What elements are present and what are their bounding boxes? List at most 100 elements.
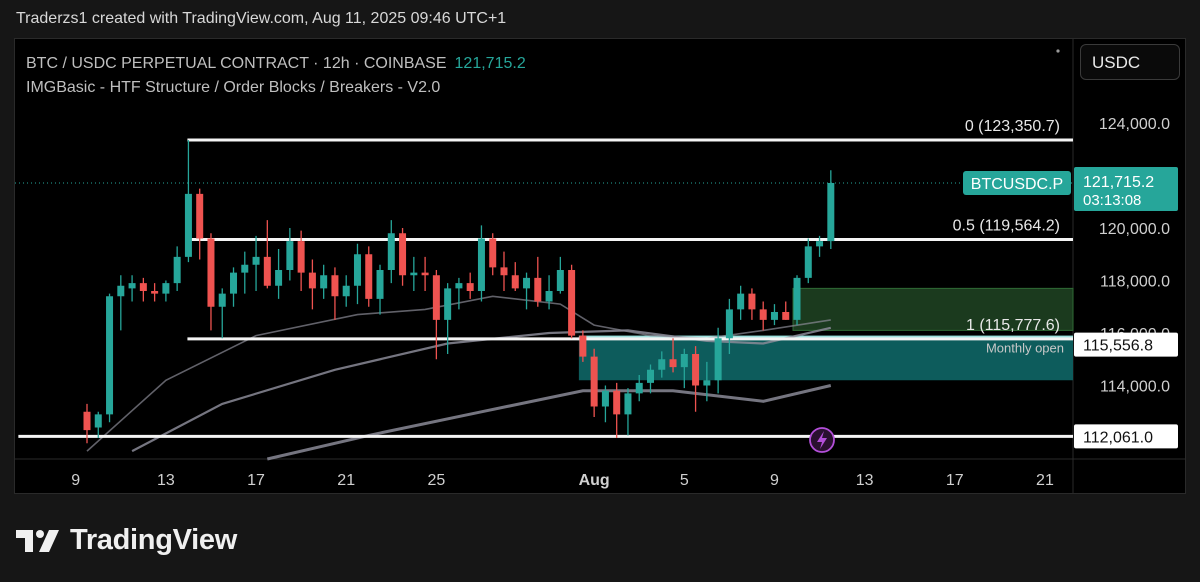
candle-body xyxy=(353,254,361,286)
candle-body xyxy=(241,264,249,273)
candle-body xyxy=(635,382,643,394)
tradingview-logo-icon xyxy=(16,529,59,552)
candle-body xyxy=(601,390,609,407)
candle-body xyxy=(275,270,283,286)
candle-body xyxy=(658,359,666,370)
candle-body xyxy=(207,238,215,307)
candle-body xyxy=(297,241,305,273)
symbol-legend: BTC / USDC PERPETUAL CONTRACT · 12h · CO… xyxy=(26,55,526,73)
candle-body xyxy=(511,275,519,289)
candle-body xyxy=(477,238,485,291)
candle-body xyxy=(770,312,778,320)
candle-body xyxy=(83,411,91,431)
candle-body xyxy=(827,182,835,242)
symbol-tag-label: BTCUSDC.P xyxy=(971,176,1063,193)
candle-body xyxy=(500,267,508,276)
symbol-title: BTC / USDC PERPETUAL CONTRACT · 12h · CO… xyxy=(26,55,447,72)
candle-body xyxy=(680,354,688,368)
candle-body xyxy=(331,275,339,297)
candle-body xyxy=(399,233,407,276)
fib-level-label: 1 (115,777.6) xyxy=(966,317,1060,334)
candle-body xyxy=(196,193,204,239)
brand-name: TradingView xyxy=(70,524,237,556)
candle-body xyxy=(556,270,564,291)
candle-body xyxy=(444,288,452,320)
candle-body xyxy=(410,272,418,276)
candle-body xyxy=(545,291,553,302)
candle-body xyxy=(647,369,654,383)
x-tick-label: Aug xyxy=(579,472,610,489)
candle-body xyxy=(162,283,170,294)
tradingview-brand: TradingView xyxy=(16,524,237,557)
indicator-legend: IMGBasic - HTF Structure / Order Blocks … xyxy=(26,79,441,96)
y-tick-label: 120,000.0 xyxy=(1099,221,1170,238)
x-tick-label: 13 xyxy=(157,472,175,489)
candle-body xyxy=(568,270,576,336)
moving-average-line xyxy=(131,326,832,453)
y-tick-label: 118,000.0 xyxy=(1100,274,1170,291)
last-price-tag-label: 121,715.2 xyxy=(1083,174,1154,191)
candle-body xyxy=(455,283,463,289)
candle-body xyxy=(432,275,440,320)
candle-body xyxy=(534,277,542,302)
currency-button[interactable]: USDC xyxy=(1080,44,1180,80)
candle-body xyxy=(387,233,395,270)
candle-body xyxy=(759,309,767,320)
candle-body xyxy=(151,291,159,294)
candle-body xyxy=(466,283,474,291)
candle-body xyxy=(376,270,384,299)
candle-body xyxy=(106,296,114,415)
candle-body xyxy=(782,312,790,320)
x-tick-label: 17 xyxy=(946,472,964,489)
candle-body xyxy=(252,256,260,265)
x-tick-label: 13 xyxy=(856,472,874,489)
level-price-tag-bg xyxy=(1074,332,1178,357)
candle-body xyxy=(523,277,531,289)
x-tick-label: 9 xyxy=(71,472,80,489)
candle-body xyxy=(230,272,238,294)
candle-body xyxy=(613,390,621,415)
candle-body xyxy=(94,414,102,428)
candle-body xyxy=(816,241,824,247)
level-price-tag-label: 115,556.8 xyxy=(1083,338,1153,355)
candle-body xyxy=(579,335,587,357)
candle-body xyxy=(489,238,497,268)
header-caption: Traderzs1 created with TradingView.com, … xyxy=(16,10,507,27)
lightning-bolt-icon xyxy=(817,431,827,449)
candle-body xyxy=(737,293,745,310)
candle-body xyxy=(218,293,226,307)
x-tick-label: 9 xyxy=(770,472,779,489)
x-tick-label: 5 xyxy=(680,472,689,489)
candle-body xyxy=(703,380,711,386)
candle-body xyxy=(184,193,192,257)
candle-body xyxy=(128,283,136,289)
countdown-label: 03:13:08 xyxy=(1083,192,1141,209)
candle-body xyxy=(714,338,722,381)
candle-body xyxy=(173,256,181,284)
candle-body xyxy=(692,354,700,386)
moving-average-line xyxy=(266,384,832,461)
chart-dot-marker xyxy=(1056,49,1060,53)
candle-body xyxy=(793,277,801,320)
candle-body xyxy=(624,393,632,415)
candle-body xyxy=(320,275,328,289)
level-price-tag-label: 112,061.0 xyxy=(1083,429,1153,446)
candle-body xyxy=(342,285,350,297)
monthly-open-label: Monthly open xyxy=(986,340,1064,355)
y-tick-label: 114,000.0 xyxy=(1100,379,1170,396)
candle-body xyxy=(804,246,812,278)
candle-body xyxy=(286,241,294,270)
candle-body xyxy=(308,272,316,289)
candle-body xyxy=(669,359,677,368)
fib-level-label: 0.5 (119,564.2) xyxy=(953,217,1060,234)
legend-last-price: 121,715.2 xyxy=(454,55,526,72)
candle-body xyxy=(590,356,598,407)
candle-body xyxy=(365,254,373,299)
level-price-tag-bg xyxy=(1074,424,1178,449)
candle-body xyxy=(421,272,429,276)
y-tick-label: 124,000.0 xyxy=(1099,116,1170,133)
x-tick-label: 21 xyxy=(1036,472,1054,489)
candle-body xyxy=(139,283,147,291)
candle-body xyxy=(263,256,271,286)
order-block-zone xyxy=(792,287,1074,331)
